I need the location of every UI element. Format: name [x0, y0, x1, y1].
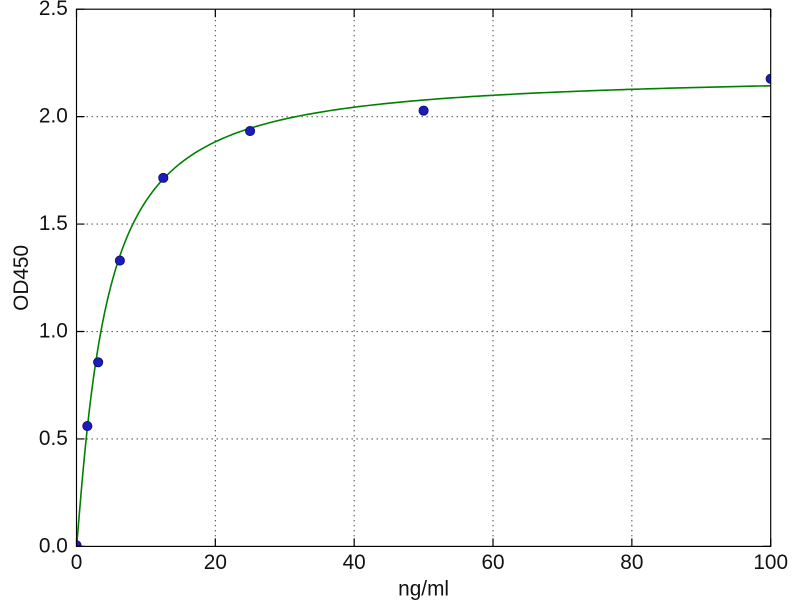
- svg-text:0.5: 0.5: [39, 427, 68, 450]
- svg-text:60: 60: [481, 551, 504, 574]
- svg-text:OD450: OD450: [10, 245, 33, 311]
- svg-text:2.5: 2.5: [39, 0, 68, 20]
- svg-text:2.0: 2.0: [39, 105, 68, 128]
- svg-text:ng/ml: ng/ml: [398, 577, 449, 600]
- svg-text:1.0: 1.0: [39, 320, 68, 343]
- svg-text:40: 40: [343, 551, 366, 574]
- svg-text:1.5: 1.5: [39, 212, 68, 235]
- svg-text:0: 0: [71, 551, 83, 574]
- svg-text:100: 100: [753, 551, 788, 574]
- svg-text:0.0: 0.0: [39, 534, 68, 557]
- svg-text:20: 20: [204, 551, 227, 574]
- svg-text:80: 80: [620, 551, 643, 574]
